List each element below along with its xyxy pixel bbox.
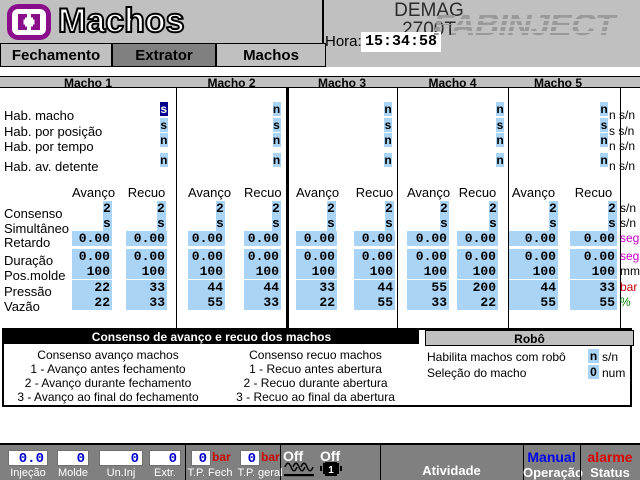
svg-text:1: 1 [328,465,334,476]
